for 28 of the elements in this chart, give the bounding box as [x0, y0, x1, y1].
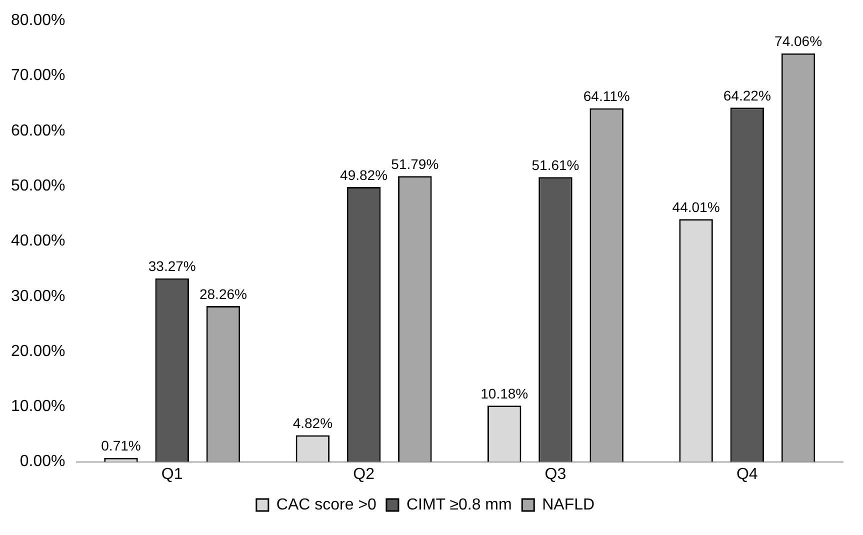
- x-tick-label: Q4: [736, 466, 758, 483]
- x-tick-label: Q2: [353, 466, 375, 483]
- x-tick-label: Q3: [544, 466, 566, 483]
- y-tick-label: 30.00%: [11, 288, 66, 305]
- y-tick-label: 70.00%: [11, 67, 66, 84]
- y-tick-label: 50.00%: [11, 177, 66, 194]
- data-label: 28.26%: [199, 286, 247, 302]
- data-label: 44.01%: [672, 198, 720, 215]
- data-label: 51.61%: [532, 157, 580, 174]
- data-label: 74.06%: [774, 33, 822, 50]
- data-label: 0.71%: [101, 438, 141, 454]
- data-label: 10.18%: [480, 386, 528, 402]
- y-tick-label: 10.00%: [11, 398, 66, 416]
- x-tick-label: Q1: [161, 466, 183, 483]
- legend-label: CAC score >0: [276, 496, 377, 514]
- legend-label: CIMT ≥0.8 mm: [406, 496, 512, 514]
- data-label: 51.79%: [391, 156, 439, 172]
- y-tick-label: 80.00%: [11, 12, 66, 30]
- data-label: 64.22%: [723, 87, 771, 104]
- data-label: 64.11%: [583, 88, 630, 104]
- data-label: 4.82%: [292, 415, 333, 432]
- legend-label: NAFLD: [542, 496, 595, 514]
- y-tick-label: 40.00%: [11, 232, 66, 250]
- y-tick-label: 20.00%: [11, 342, 66, 360]
- data-label: 49.82%: [340, 166, 388, 183]
- y-tick-label: 60.00%: [11, 122, 66, 140]
- data-label: 33.27%: [148, 258, 196, 274]
- y-tick-label: 0.00%: [20, 453, 66, 470]
